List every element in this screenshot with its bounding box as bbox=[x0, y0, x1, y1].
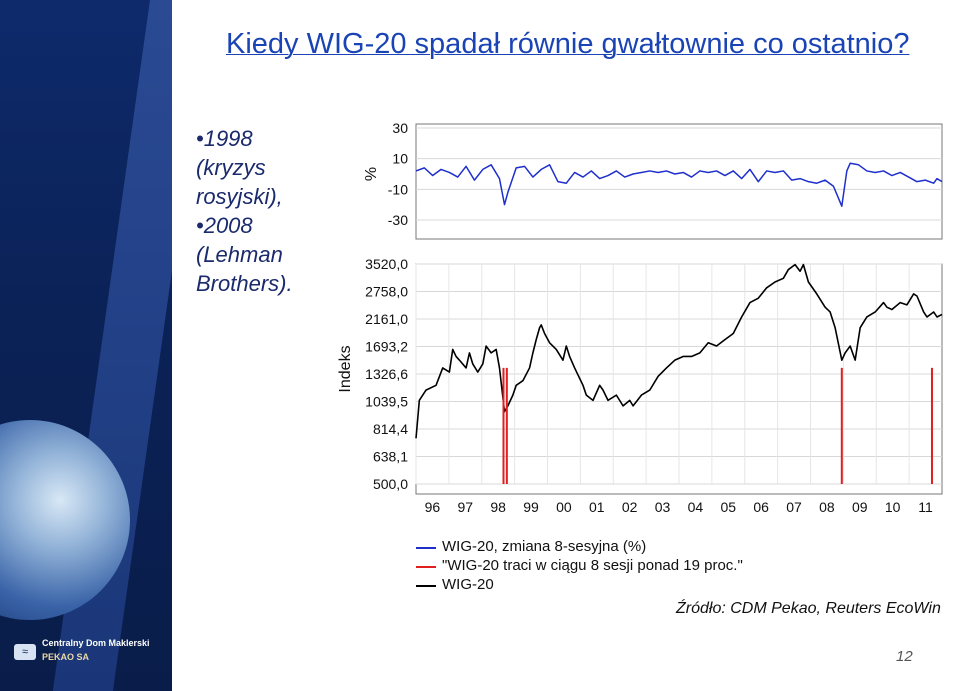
x-tick-label: 03 bbox=[655, 499, 671, 515]
y-tick-label: 3520,0 bbox=[365, 256, 408, 272]
drop-markers bbox=[502, 367, 933, 484]
legend-label: "WIG-20 traci w ciągu 8 sesji ponad 19 p… bbox=[442, 557, 743, 574]
x-tick-label: 06 bbox=[753, 499, 769, 515]
change-axis-label: % bbox=[363, 167, 380, 181]
brand-subname: PEKAO SA bbox=[42, 652, 90, 662]
legend-swatch bbox=[416, 566, 436, 568]
y-tick-label: 2758,0 bbox=[365, 284, 408, 300]
change-series-line bbox=[415, 162, 943, 207]
change-series bbox=[415, 162, 943, 207]
change-grid bbox=[416, 127, 942, 221]
y-tick-label: 1326,6 bbox=[365, 366, 408, 382]
x-tick-label: 97 bbox=[458, 499, 474, 515]
page-title: Kiedy WIG-20 spadał równie gwałtownie co… bbox=[226, 28, 910, 60]
bullet-item: •2008 (Lehman Brothers). bbox=[196, 213, 293, 296]
change-axis-ticks: 30 10 -10 -30 bbox=[388, 120, 408, 228]
y-tick-label: 638,1 bbox=[373, 449, 408, 465]
y-tick-label: 30 bbox=[392, 120, 408, 136]
y-tick-label: 814,4 bbox=[373, 421, 408, 437]
index-axis-ticks: 3520,0 2758,0 2161,0 1693,2 1326,6 1039,5 814,… bbox=[365, 256, 408, 492]
bullet-list: •1998 (kryzys rosyjski), •2008 (Lehman B… bbox=[196, 124, 326, 298]
brand-name: Centralny Dom Maklerski bbox=[42, 638, 150, 648]
page-number: 12 bbox=[896, 648, 913, 665]
x-tick-label: 98 bbox=[490, 499, 506, 515]
x-tick-label: 04 bbox=[688, 499, 704, 515]
x-tick-label: 09 bbox=[852, 499, 868, 515]
index-panel: 3520,0 2758,0 2161,0 1693,2 1326,6 1039,5 814,… bbox=[337, 256, 943, 515]
bison-logo-icon: ≈ bbox=[14, 644, 36, 660]
change-panel-frame bbox=[415, 123, 943, 240]
legend-label: WIG-20, zmiana 8-sesyjna (%) bbox=[442, 538, 647, 555]
x-tick-label: 00 bbox=[556, 499, 572, 515]
legend-swatch bbox=[416, 585, 436, 587]
x-tick-label: 01 bbox=[589, 499, 605, 515]
y-tick-label: 2161,0 bbox=[365, 311, 408, 327]
y-tick-label: 1693,2 bbox=[365, 338, 408, 354]
bullet-item: •1998 (kryzys rosyjski), bbox=[196, 126, 283, 209]
legend-label: WIG-20 bbox=[442, 576, 494, 593]
index-series bbox=[415, 263, 943, 439]
legend-swatch bbox=[416, 547, 436, 549]
x-tick-label: 02 bbox=[622, 499, 638, 515]
x-tick-label: 96 bbox=[425, 499, 441, 515]
x-tick-label: 08 bbox=[819, 499, 835, 515]
y-tick-label: -30 bbox=[388, 212, 408, 228]
sidebar-decoration: ≈ Centralny Dom Maklerski PEKAO SA bbox=[0, 0, 172, 691]
x-tick-label: 05 bbox=[721, 499, 737, 515]
y-tick-label: 10 bbox=[392, 151, 408, 167]
y-tick-label: 500,0 bbox=[373, 476, 408, 492]
x-tick-label: 99 bbox=[523, 499, 539, 515]
x-axis-ticks: 96 97 98 99 00 01 02 03 04 05 06 07 08 09 10 11 bbox=[425, 499, 933, 515]
index-series-line bbox=[415, 263, 943, 439]
change-panel: 30 10 -10 -30 % bbox=[363, 120, 943, 240]
x-tick-label: 11 bbox=[918, 499, 933, 515]
source-note: Źródło: CDM Pekao, Reuters EcoWin bbox=[676, 600, 941, 617]
index-axis-label: Indeks bbox=[337, 345, 354, 392]
wig20-chart: 30 10 -10 -30 % 3520,0 2758,0 2161,0 1693,2 132… bbox=[337, 120, 943, 515]
y-tick-label: 1039,5 bbox=[365, 393, 408, 409]
brand-logo: ≈ Centralny Dom Maklerski PEKAO SA bbox=[10, 636, 170, 668]
x-tick-label: 07 bbox=[786, 499, 802, 515]
y-tick-label: -10 bbox=[388, 181, 408, 197]
x-tick-label: 10 bbox=[885, 499, 901, 515]
